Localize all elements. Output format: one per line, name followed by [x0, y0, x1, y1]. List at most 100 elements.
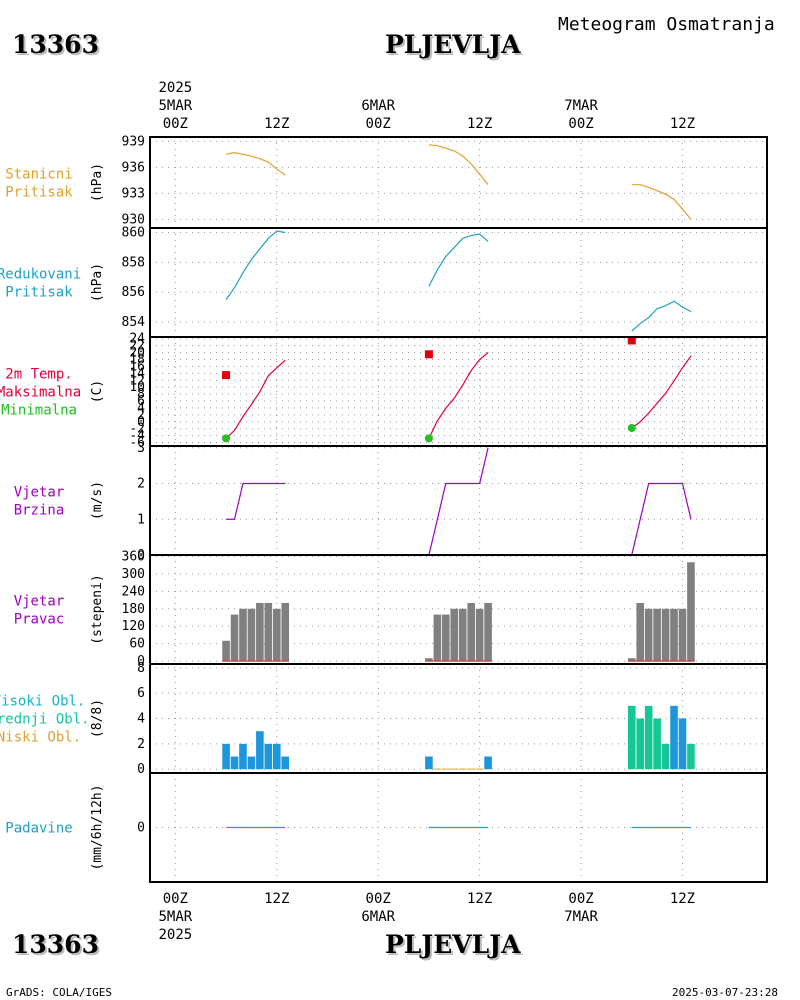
bar [644, 608, 653, 662]
min-temp-marker [627, 424, 636, 433]
y-tick-label: 860 [122, 225, 145, 240]
y-tick-label: 18 [129, 352, 145, 367]
time-tick-label-bottom: 12Z [264, 891, 289, 907]
bar [272, 743, 281, 770]
unit-label: (stepeni) [90, 574, 105, 644]
bar [661, 743, 670, 770]
bar [475, 608, 484, 662]
bar [222, 743, 230, 770]
bar [425, 756, 433, 770]
date-label-top: 7MAR [564, 98, 598, 114]
y-tick-label: 6 [137, 686, 145, 701]
bar [644, 705, 653, 770]
y-tick-label: 6 [137, 394, 145, 409]
bar [627, 705, 636, 770]
unit-label: (C) [90, 380, 105, 403]
bar [264, 602, 273, 662]
min-temp-marker [222, 434, 231, 443]
panel-name-label: Stanicni [5, 167, 72, 183]
bar [636, 718, 645, 770]
time-tick-label-top: 00Z [163, 116, 188, 132]
unit-label: (hPa) [90, 163, 105, 202]
panel-wind-speed: (m/s) Vjetar Brzina [14, 445, 768, 556]
bar [281, 756, 290, 770]
date-label-top: 6MAR [361, 98, 395, 114]
unit-label: (8/8) [90, 699, 105, 738]
date-label-top: 5MAR [158, 98, 192, 114]
max-temp-marker [424, 350, 433, 359]
year-label-bottom: 2025 [158, 927, 192, 943]
y-tick-label: 0 [137, 548, 145, 563]
y-tick-label: 0 [137, 762, 145, 777]
bar [450, 608, 459, 662]
time-tick-label-bottom: 12Z [670, 891, 695, 907]
series-line [225, 230, 286, 301]
y-tick-label: 856 [122, 285, 145, 300]
time-tick-label-top: 12Z [670, 116, 695, 132]
station-name-bottom: PLJEVLJA [385, 930, 521, 959]
bar [670, 705, 678, 770]
y-tick-label: 12 [129, 373, 145, 388]
y-tick-label: 936 [122, 160, 145, 175]
bar [467, 602, 475, 662]
y-tick-label: 0 [137, 654, 145, 669]
panel-name-label: Niski Obl. [0, 730, 81, 746]
time-tick-label-bottom: 00Z [163, 891, 188, 907]
date-label-bottom: 6MAR [361, 909, 395, 925]
y-tick-label: 4 [137, 401, 145, 416]
y-tick-label: 858 [122, 255, 145, 270]
panel-wind-direction: (stepeni) Vjetar Pravac [14, 554, 768, 665]
date-label-bottom: 7MAR [564, 909, 598, 925]
series-line [226, 482, 286, 520]
bar [230, 614, 239, 662]
panel-name-label: Minimalna [1, 403, 77, 419]
bar [425, 658, 433, 662]
bar [467, 768, 475, 770]
station-id-bottom: 13363 [12, 930, 99, 959]
y-tick-label: 3 [137, 441, 145, 456]
series-line [428, 447, 489, 556]
bar [475, 768, 484, 770]
y-tick-label: 10 [129, 380, 145, 395]
time-tick-label-bottom: 00Z [568, 891, 593, 907]
series-line [428, 352, 489, 439]
y-tick-label: 2 [137, 408, 145, 423]
bar [678, 608, 687, 662]
panel-name-label: Vjetar [14, 594, 65, 610]
y-tick-label: 14 [129, 366, 145, 381]
panel-name-label: Redukovani [0, 267, 81, 283]
product-title: Meteogram Osmatranja [558, 14, 775, 35]
date-label-bottom: 5MAR [158, 909, 192, 925]
y-tick-label: 8 [137, 387, 145, 402]
unit-label: (m/s) [90, 481, 105, 520]
bar [627, 658, 636, 662]
panel-name-label: Pritisak [5, 285, 73, 301]
y-tick-label: 933 [122, 186, 145, 201]
time-tick-label-top: 12Z [467, 116, 492, 132]
y-tick-label: -2 [129, 422, 145, 437]
y-tick-label: 930 [122, 212, 145, 227]
grads-credit: GrADS: COLA/IGES [6, 986, 112, 999]
panel-frame [149, 227, 768, 338]
bar [484, 602, 492, 662]
series-line [428, 144, 489, 186]
bar [653, 608, 661, 662]
bar [239, 608, 247, 662]
bar [272, 608, 281, 662]
y-tick-label: 939 [122, 134, 145, 149]
max-temp-marker [627, 336, 636, 345]
bar [433, 768, 442, 770]
max-temp-marker [222, 371, 231, 380]
panel-frame [149, 136, 768, 229]
time-tick-label-bottom: 12Z [467, 891, 492, 907]
bar [247, 756, 256, 770]
bar [484, 756, 492, 770]
time-tick-label-top: 00Z [568, 116, 593, 132]
y-tick-label: 360 [122, 549, 145, 564]
panel-cloud-cover: (8/8) Visoki Obl. Srednji Obl. Niski Obl. [0, 663, 768, 774]
bar [247, 608, 256, 662]
time-tick-label-top: 00Z [366, 116, 391, 132]
bar [442, 768, 450, 770]
y-tick-label: 2 [137, 477, 145, 492]
panel-name-label: Pravac [14, 612, 65, 628]
